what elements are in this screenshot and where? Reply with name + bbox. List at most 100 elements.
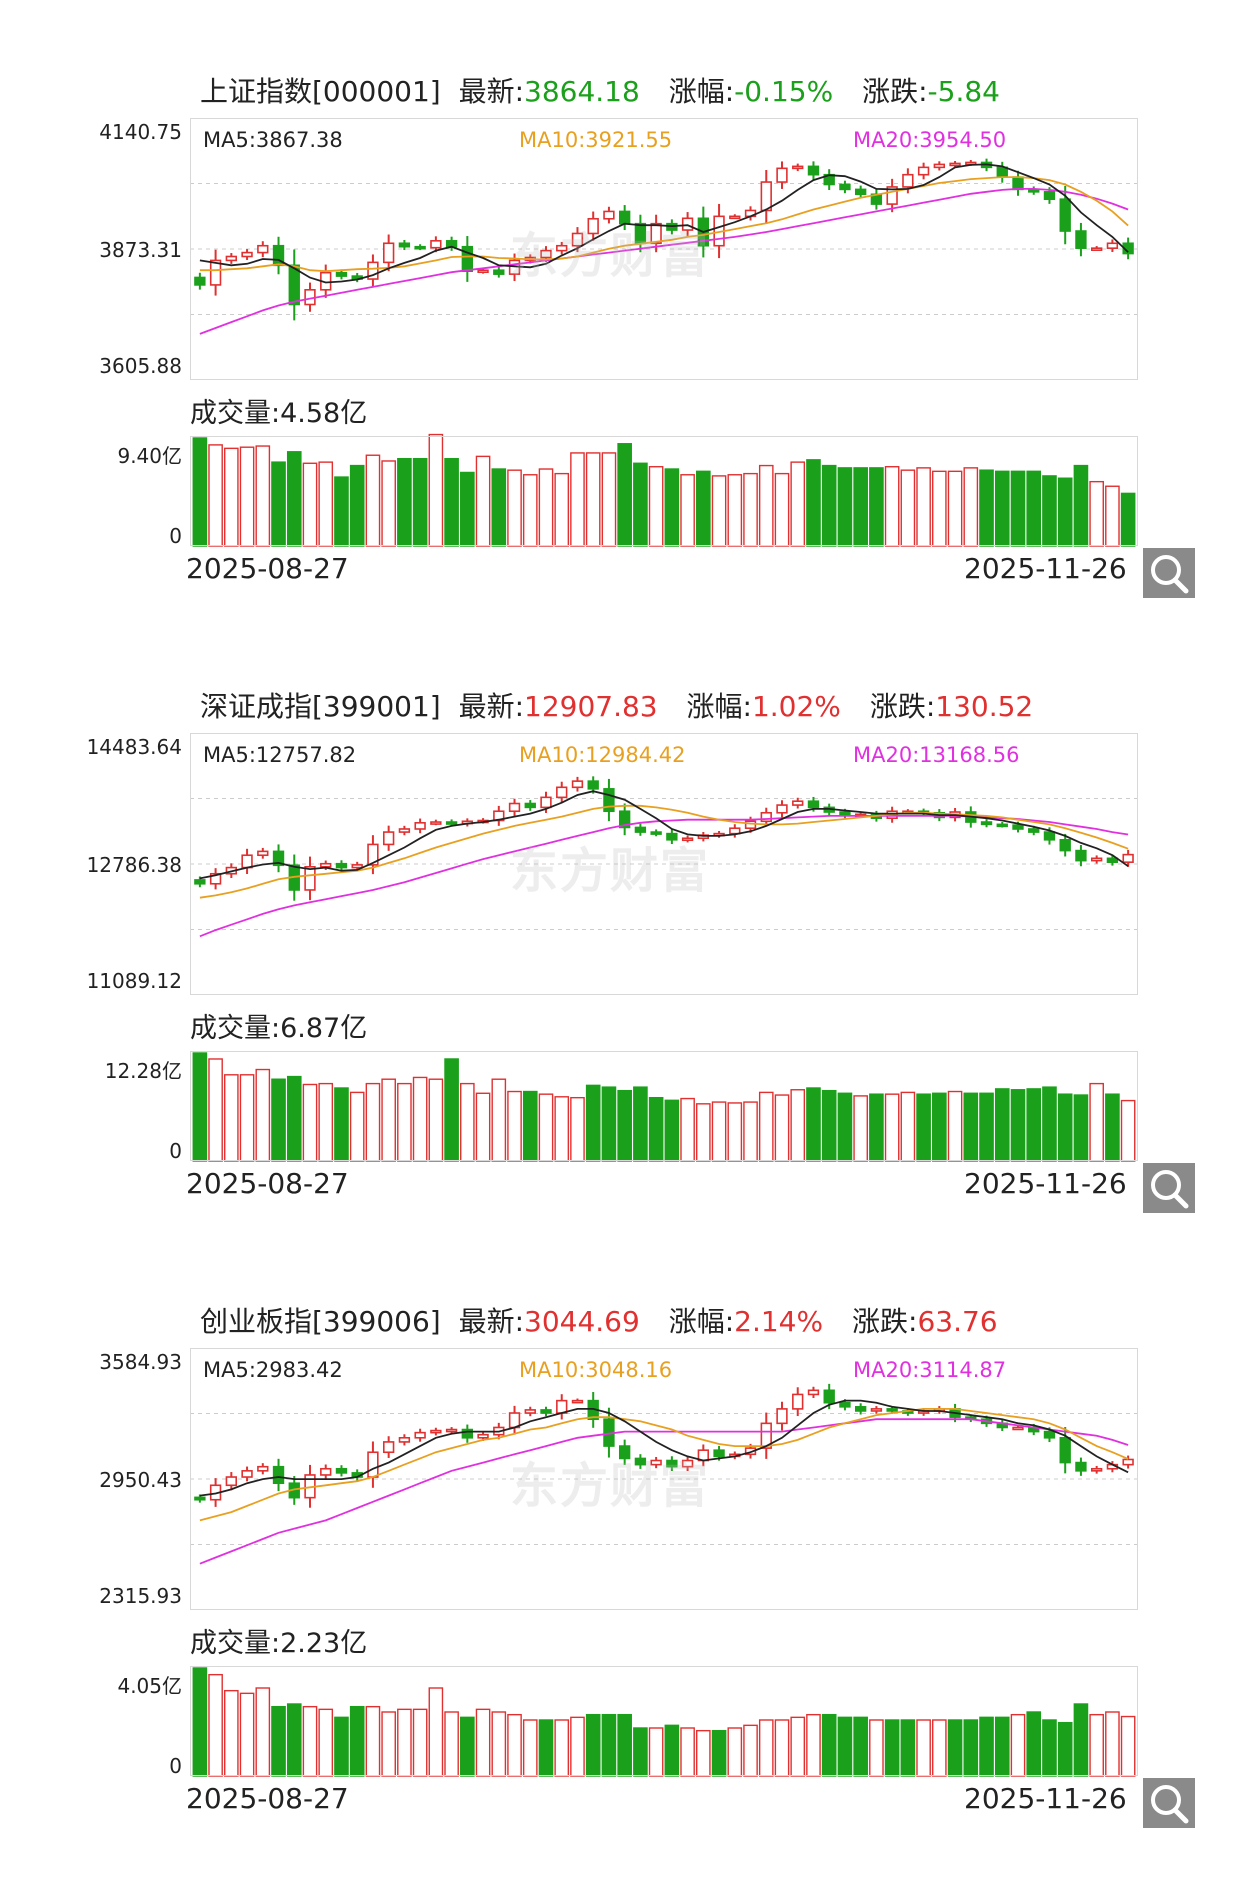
y-tick-mid: 2950.43 [99, 1468, 182, 1492]
candle-body [1090, 1467, 1103, 1472]
volume-bar [727, 1727, 743, 1777]
zoom-button[interactable] [1143, 1163, 1195, 1213]
volume-bar [900, 469, 916, 547]
volume-bar [916, 1719, 931, 1777]
ma5-line [199, 790, 1129, 880]
volume-bar [900, 1091, 916, 1162]
latest-value: 12907.83 [524, 690, 658, 723]
volume-tick-top: 4.05亿 [117, 1674, 182, 1698]
y-tick-bottom: 11089.12 [86, 969, 182, 993]
index-header: 深证成指[399001] 最新:12907.83 涨幅:1.02% 涨跌:130… [200, 685, 1053, 725]
date-start: 2025-08-27 [186, 1167, 349, 1200]
ma10-line [199, 176, 1129, 273]
volume-bar [1010, 1713, 1026, 1777]
latest-value: 3044.69 [524, 1305, 640, 1338]
volume-tick-zero: 0 [169, 1139, 182, 1163]
volume-bar [743, 472, 758, 547]
volume-bar [475, 455, 491, 547]
candle-body [1106, 242, 1119, 249]
volume-bar [271, 1705, 286, 1777]
volume-bar [554, 472, 570, 547]
candle-body [870, 1408, 883, 1412]
index-header: 创业板指[399006] 最新:3044.69 涨幅:2.14% 涨跌:63.7… [200, 1300, 1018, 1340]
candle-body [729, 215, 741, 220]
volume-bar [1073, 1094, 1089, 1162]
volume-bar [979, 469, 994, 547]
latest-label: 最新: [458, 75, 524, 108]
candle-body [1043, 191, 1056, 200]
zoom-button[interactable] [1143, 1778, 1195, 1828]
volume-tick-top: 9.40亿 [117, 444, 182, 468]
candle-body [587, 780, 599, 790]
volume-bar [428, 433, 444, 547]
watermark: 东方财富 [510, 1458, 711, 1514]
volume-bar [664, 1724, 680, 1777]
volume-bar [821, 1713, 837, 1777]
volume-bar [491, 1711, 507, 1777]
volume-bar [994, 1088, 1010, 1162]
volume-bar [224, 1074, 239, 1162]
volume-bar [412, 1708, 428, 1777]
candle-body [367, 843, 379, 866]
volume-bar [381, 460, 396, 547]
volume-bar [963, 1092, 979, 1162]
volume-bar [837, 467, 853, 547]
candle-body [430, 1429, 442, 1434]
volume-bar [743, 1101, 758, 1162]
candle-body [1090, 247, 1103, 251]
candle-body [1075, 230, 1087, 249]
volume-bar [318, 1708, 334, 1777]
volume-bar [570, 452, 585, 547]
candle-body [776, 1408, 788, 1425]
latest-label: 最新: [458, 690, 524, 723]
candle-body [225, 255, 238, 262]
candle-body [571, 1399, 584, 1404]
volume-bar [538, 1719, 554, 1777]
volume-bar [1073, 464, 1089, 547]
candle-body [587, 217, 599, 235]
volume-bar [1057, 1721, 1073, 1777]
ma20-label: MA20:13168.56 [853, 743, 1020, 767]
candle-body [650, 831, 662, 835]
volume-bar [617, 1089, 632, 1162]
volume-bar [1010, 1089, 1026, 1162]
volume-bar [460, 471, 475, 547]
volume-tick-top: 12.28亿 [104, 1059, 182, 1083]
volume-bar [507, 469, 522, 547]
volume-bar [790, 1716, 806, 1777]
candle-body [556, 244, 568, 252]
candle-body [257, 244, 269, 254]
volume-bar [994, 1716, 1010, 1777]
volume-bar [538, 1093, 554, 1162]
candle-body [854, 1406, 867, 1412]
volume-bar [475, 1092, 491, 1162]
volume-bar [412, 457, 428, 547]
magnifier-icon [1151, 1170, 1189, 1209]
candle-body [257, 850, 269, 857]
candle-body [886, 186, 898, 205]
volume-bar [963, 467, 979, 547]
y-tick-mid: 12786.38 [86, 853, 182, 877]
volume-bar [869, 1719, 884, 1777]
zoom-button[interactable] [1143, 548, 1195, 598]
candle-body [760, 1422, 772, 1449]
volume-bar [790, 461, 806, 547]
volume-bar [1057, 477, 1073, 547]
volume-bar [837, 1092, 853, 1162]
ma5-label: MA5:3867.38 [203, 128, 343, 152]
volume-bar [334, 1087, 349, 1162]
candle-body [414, 1431, 426, 1439]
candle-body [461, 245, 474, 272]
volume-bar [680, 1097, 695, 1162]
volume-bar [397, 1082, 412, 1162]
candle-body [508, 802, 521, 813]
volume-bar [979, 1716, 994, 1777]
volume-bar [302, 462, 318, 547]
volume-bar [475, 1708, 491, 1777]
chg-label: 涨跌: [862, 75, 928, 108]
latest-label: 最新: [458, 1305, 524, 1338]
volume-bar [192, 437, 208, 547]
date-end: 2025-11-26 [964, 1167, 1127, 1200]
volume-bar [412, 1076, 428, 1162]
date-end: 2025-11-26 [964, 552, 1127, 585]
